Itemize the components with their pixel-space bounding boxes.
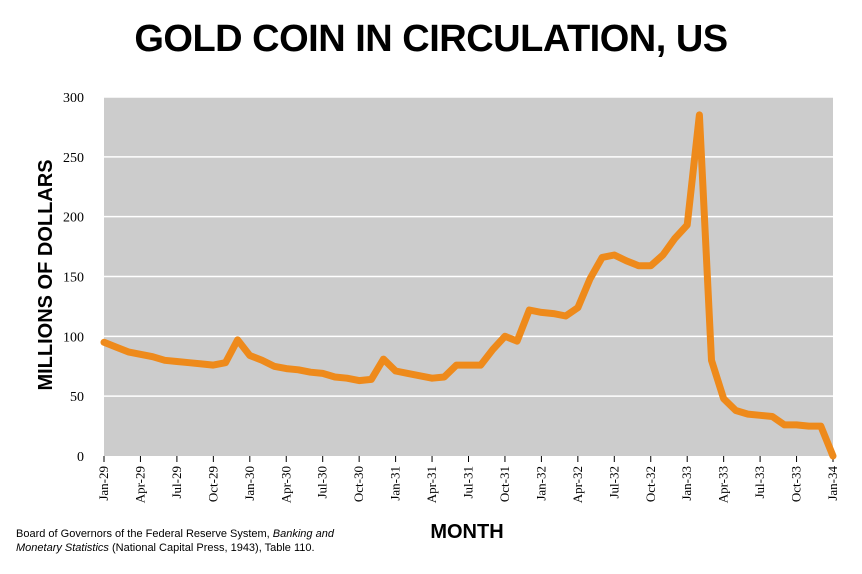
x-tick-label: Apr-33 bbox=[716, 466, 731, 503]
gridlines bbox=[104, 96, 833, 397]
y-tick-label: 150 bbox=[63, 271, 84, 286]
x-tick-label: Apr-32 bbox=[570, 466, 585, 503]
x-tick-label: Apr-31 bbox=[424, 466, 439, 503]
series-line bbox=[100, 111, 837, 460]
y-tick-label: 300 bbox=[63, 91, 84, 106]
source-italic-2: Monetary Statistics bbox=[16, 542, 109, 554]
source-italic-1: Banking and bbox=[272, 528, 334, 540]
x-tick-label: Jul-29 bbox=[169, 466, 184, 499]
x-tick-label: Jul-31 bbox=[461, 466, 476, 499]
x-axis-title: MONTH bbox=[430, 521, 503, 543]
y-axis-title: MILLIONS OF DOLLARS bbox=[35, 159, 57, 390]
x-tick-label: Oct-33 bbox=[789, 466, 804, 502]
source-text-1: Board of Governors of the Federal Reserv… bbox=[16, 528, 273, 540]
x-tick-label: Apr-30 bbox=[278, 466, 293, 503]
y-tick-label: 200 bbox=[63, 211, 84, 226]
y-tick-label: 100 bbox=[63, 330, 84, 345]
x-axis-ticks: Jan-29 Apr-29 Jul-29 Oct-29 Jan-30 Apr-30 Jul-… bbox=[96, 456, 840, 503]
source-note: Board of Governors of the Federal Reserv… bbox=[16, 527, 376, 555]
x-tick-label: Oct-29 bbox=[205, 466, 220, 502]
y-tick-label: 250 bbox=[63, 151, 84, 166]
y-axis-ticks: 0 50 100 150 200 250 300 bbox=[63, 91, 84, 465]
x-tick-label: Apr-29 bbox=[132, 466, 147, 503]
x-tick-label: Jan-31 bbox=[388, 466, 403, 501]
x-tick-label: Jul-32 bbox=[606, 466, 621, 499]
chart-title: GOLD COIN IN CIRCULATION, US bbox=[134, 18, 728, 60]
x-tick-label: Jan-29 bbox=[96, 466, 111, 501]
x-tick-label: Oct-32 bbox=[643, 466, 658, 502]
x-tick-label: Oct-31 bbox=[497, 466, 512, 502]
x-tick-label: Jul-33 bbox=[752, 466, 767, 499]
y-tick-label: 50 bbox=[70, 390, 84, 405]
x-tick-label: Jan-34 bbox=[825, 466, 840, 501]
x-tick-label: Oct-30 bbox=[351, 466, 366, 502]
y-tick-label: 0 bbox=[77, 450, 84, 465]
source-text-2: (National Capital Press, 1943), Table 11… bbox=[108, 542, 315, 554]
x-tick-label: Jul-30 bbox=[315, 466, 330, 499]
x-tick-label: Jan-30 bbox=[242, 466, 257, 501]
x-tick-label: Jan-32 bbox=[533, 466, 548, 501]
x-tick-label: Jan-33 bbox=[679, 466, 694, 501]
